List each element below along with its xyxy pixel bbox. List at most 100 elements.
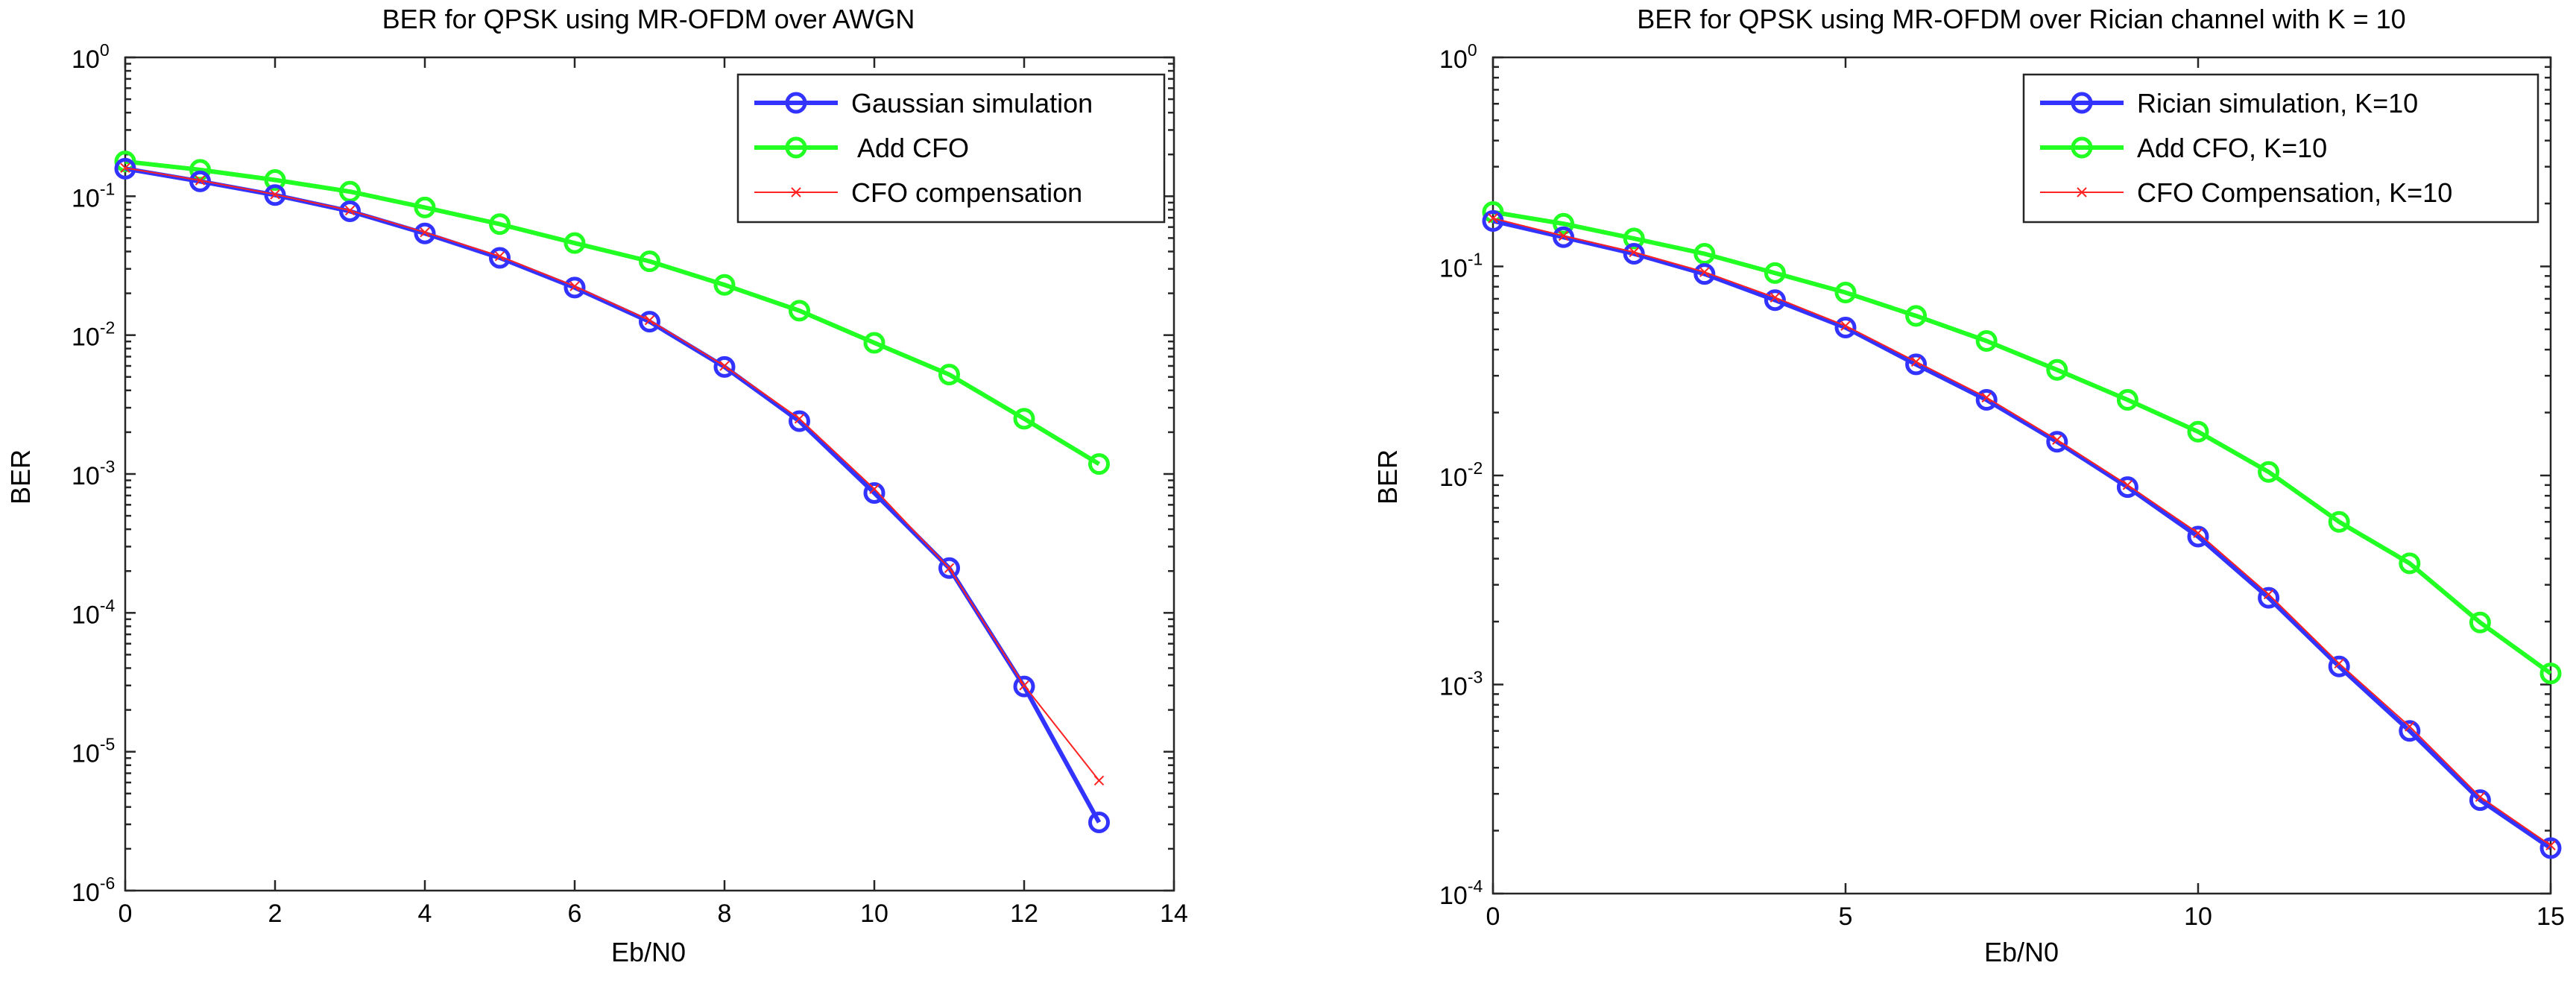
- data-point: [2187, 420, 2209, 443]
- y-tick-exponent: -1: [1468, 250, 1483, 269]
- y-tick-label: 10-5: [72, 735, 115, 768]
- x-tick-label: 6: [568, 900, 582, 928]
- data-point: [2539, 663, 2562, 685]
- data-point: [1770, 292, 1781, 303]
- data-point: [1981, 392, 1992, 403]
- data-point: [1558, 230, 1569, 241]
- legend-marker: [2071, 92, 2093, 114]
- data-point: [2187, 525, 2209, 548]
- data-point: [2334, 658, 2344, 669]
- y-tick-label: 100: [72, 40, 110, 74]
- data-point: [719, 361, 730, 371]
- x-axis-label: Eb/N0: [1984, 937, 2059, 967]
- data-point: [1488, 213, 1498, 224]
- x-axis-label: Eb/N0: [611, 937, 686, 967]
- x-tick-label: 12: [1010, 900, 1038, 928]
- data-point: [2122, 480, 2133, 490]
- legend-label: Add CFO: [851, 133, 969, 163]
- series-2: [114, 151, 1110, 475]
- chart-title: BER for QPSK using MR-OFDM over AWGN: [382, 4, 915, 34]
- data-point: [1693, 263, 1716, 285]
- data-point: [863, 481, 886, 504]
- data-point: [1013, 675, 1035, 698]
- legend-label: Gaussian simulation: [851, 88, 1093, 118]
- data-point: [195, 175, 206, 186]
- y-tick-exponent: -4: [1468, 876, 1483, 896]
- data-point: [938, 557, 960, 579]
- y-tick-label: 10-2: [72, 318, 115, 352]
- data-point: [1699, 267, 1710, 277]
- data-point: [1623, 242, 1645, 265]
- y-axis-label: BER: [5, 449, 36, 505]
- data-point: [639, 250, 660, 273]
- legend-marker: [791, 187, 801, 197]
- y-axis-label: BER: [1372, 449, 1403, 505]
- legend: Rician simulation, K=10 Add CFO, K=10 CFO …: [2022, 73, 2539, 224]
- data-point: [789, 300, 810, 322]
- data-point: [1623, 227, 1645, 250]
- data-point: [2399, 552, 2421, 575]
- data-point: [2469, 611, 2491, 633]
- data-point: [2046, 358, 2068, 381]
- series-line: [1492, 209, 2552, 676]
- y-tick-label: 10-2: [1439, 458, 1483, 492]
- data-point: [1088, 811, 1110, 833]
- data-point: [420, 227, 430, 238]
- y-tick-label: 10-1: [1439, 250, 1483, 283]
- data-point: [489, 213, 511, 236]
- data-point: [1840, 320, 1851, 331]
- y-tick-exponent: -3: [1468, 668, 1483, 687]
- data-point: [344, 205, 356, 216]
- data-point: [789, 410, 810, 432]
- y-tick-exponent: 0: [100, 40, 110, 60]
- data-point: [1975, 389, 1998, 411]
- legend-marker: [2071, 136, 2093, 159]
- series-1: [1482, 209, 2562, 859]
- x-tick-label: 2: [268, 900, 282, 928]
- data-point: [2052, 434, 2062, 445]
- data-point: [2399, 720, 2421, 742]
- data-point: [270, 189, 280, 200]
- y-tick-exponent: -2: [100, 318, 115, 338]
- series-line: [1492, 218, 2552, 850]
- data-point: [713, 355, 736, 378]
- data-point: [414, 196, 436, 218]
- series-line: [124, 166, 1102, 824]
- data-point: [2116, 476, 2138, 499]
- legend-label: CFO Compensation, K=10: [2137, 177, 2452, 208]
- data-point: [2539, 837, 2562, 859]
- data-point: [1910, 356, 1922, 367]
- data-point: [1553, 212, 1575, 235]
- legend-marker: [785, 92, 807, 114]
- data-point: [120, 162, 130, 174]
- chart-1: 0 2 4 6 8 10 12 14 10-6 10-5 10-4 10-3 10-2 10-1 100 BE…: [5, 4, 1188, 967]
- data-point: [2116, 389, 2138, 411]
- data-point: [1834, 317, 1857, 339]
- legend-label: CFO compensation: [851, 177, 1082, 208]
- data-point: [2475, 791, 2486, 803]
- data-point: [1019, 680, 1029, 691]
- y-tick-label: 10-3: [72, 457, 115, 490]
- data-point: [1013, 408, 1035, 430]
- data-point: [944, 563, 955, 574]
- data-point: [189, 159, 211, 181]
- series-1: [114, 157, 1110, 833]
- data-point: [489, 247, 511, 269]
- data-point: [2263, 589, 2274, 600]
- data-point: [2469, 789, 2491, 812]
- legend-box: [2022, 73, 2539, 224]
- y-tick-label: 10-4: [72, 595, 115, 629]
- x-tick-label: 14: [1160, 900, 1188, 928]
- data-point: [2545, 840, 2556, 851]
- data-point: [339, 200, 361, 222]
- y-tick-exponent: -6: [100, 873, 115, 893]
- series-3: [120, 162, 1105, 786]
- data-point: [1975, 330, 1998, 353]
- x-tick-label: 0: [1486, 903, 1500, 931]
- y-tick-label: 10-6: [72, 873, 115, 907]
- data-point: [1834, 282, 1857, 304]
- series-3: [1488, 213, 2556, 851]
- y-tick-exponent: -2: [1468, 458, 1483, 478]
- data-point: [863, 332, 886, 354]
